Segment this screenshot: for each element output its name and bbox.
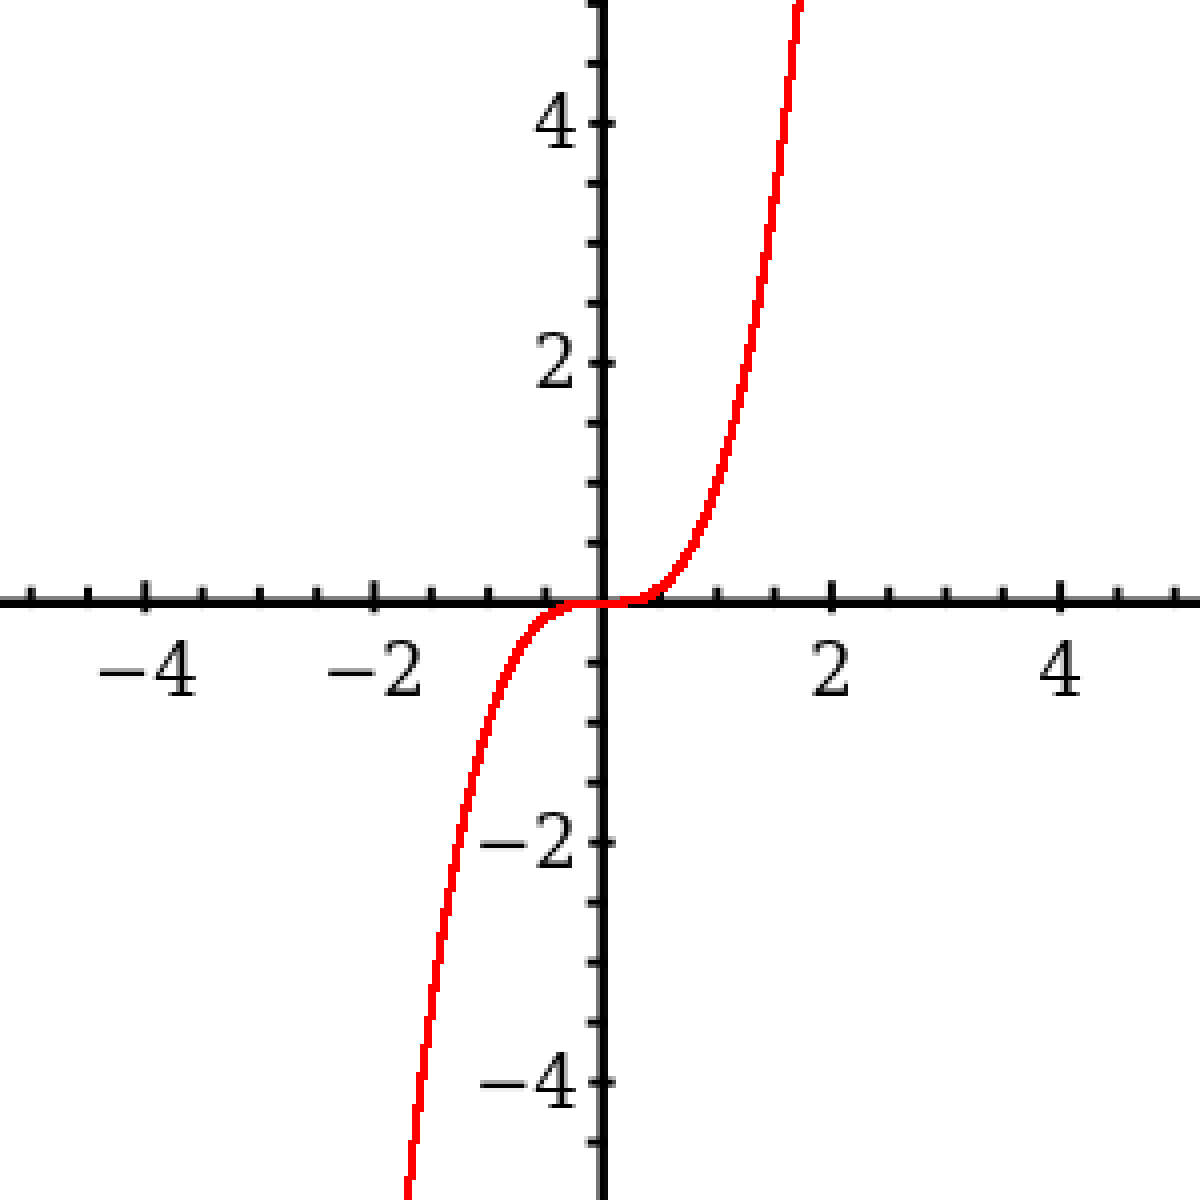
function-plot-canvas [0,0,1200,1200]
cubic-function-plot [0,0,1200,1200]
